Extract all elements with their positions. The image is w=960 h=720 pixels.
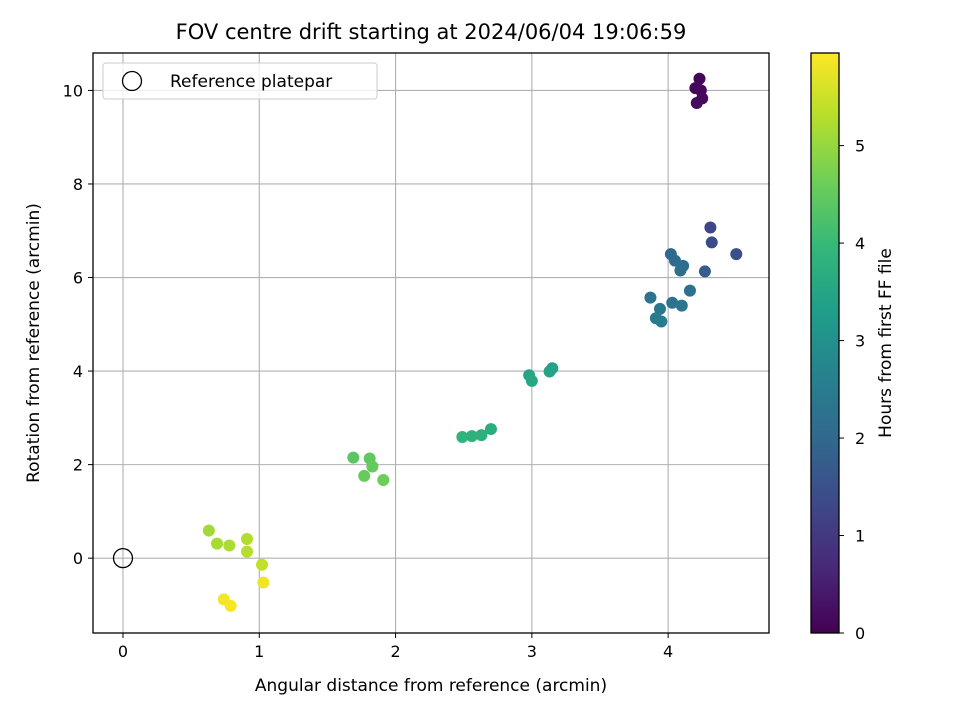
chart-title: FOV centre drift starting at 2024/06/04 … — [176, 20, 687, 44]
data-point — [377, 474, 390, 487]
data-point — [241, 532, 254, 545]
data-point — [730, 248, 743, 261]
data-point — [675, 299, 688, 312]
colorbar-tick-label: 4 — [855, 234, 865, 253]
data-point — [525, 374, 538, 387]
y-tick-label: 0 — [73, 549, 83, 568]
data-point — [223, 539, 236, 552]
colorbar-label: Hours from first FF file — [876, 248, 896, 438]
data-point — [705, 236, 718, 249]
data-point — [653, 302, 666, 315]
data-point — [211, 537, 224, 550]
y-tick-label: 2 — [73, 456, 83, 475]
data-point — [690, 97, 703, 110]
legend-marker — [121, 70, 143, 92]
colorbar-tick-label: 1 — [855, 527, 865, 546]
colorbar-gradient — [811, 53, 839, 633]
x-tick-label: 1 — [254, 642, 264, 661]
y-tick-label: 4 — [73, 362, 83, 381]
data-point — [347, 451, 360, 464]
data-point — [475, 429, 488, 442]
x-tick-label: 0 — [118, 642, 128, 661]
legend-entry-reference-platepar: Reference platepar — [170, 72, 332, 92]
plot-frame — [92, 52, 770, 634]
y-tick-label: 6 — [73, 269, 83, 288]
data-point — [224, 599, 237, 612]
data-point — [366, 460, 379, 473]
axis-ticks: 0 1 2 3 4 0 2 4 6 8 10 — [63, 81, 674, 661]
y-axis-label: Rotation from reference (arcmin) — [24, 203, 44, 483]
data-point — [674, 264, 687, 277]
data-point — [683, 284, 696, 297]
y-tick-label: 8 — [73, 175, 83, 194]
data-point — [202, 524, 215, 537]
data-point — [543, 365, 556, 378]
colorbar-frame — [810, 52, 840, 634]
colorbar-tick-label: 5 — [855, 137, 865, 156]
data-point — [644, 291, 657, 304]
data-points — [112, 72, 743, 612]
x-tick-label: 3 — [527, 642, 537, 661]
colorbar-tick-label: 0 — [855, 624, 865, 643]
data-point — [704, 221, 717, 234]
colorbar-tick-label: 2 — [855, 429, 865, 448]
grid — [93, 53, 769, 633]
x-tick-label: 4 — [663, 642, 673, 661]
data-point — [358, 469, 371, 482]
data-point — [698, 265, 711, 278]
data-point — [241, 545, 254, 558]
data-point — [257, 576, 270, 589]
data-point — [256, 558, 268, 571]
data-point — [484, 423, 497, 436]
data-point — [655, 315, 668, 328]
colorbar-ticks: 0 1 2 3 4 5 — [839, 137, 865, 643]
legend: Reference platepar — [102, 62, 378, 100]
x-axis-label: Angular distance from reference (arcmin) — [255, 676, 607, 696]
y-tick-label: 10 — [63, 81, 83, 100]
data-point — [465, 430, 478, 443]
data-point — [666, 296, 679, 309]
legend-box — [102, 62, 378, 100]
x-tick-label: 2 — [390, 642, 400, 661]
colorbar-tick-label: 3 — [855, 332, 865, 351]
data-point — [456, 431, 469, 444]
data-point — [693, 72, 706, 85]
colorbar: 0 1 2 3 4 5 Hours from first FF file — [810, 52, 896, 643]
reference-point — [112, 548, 134, 569]
